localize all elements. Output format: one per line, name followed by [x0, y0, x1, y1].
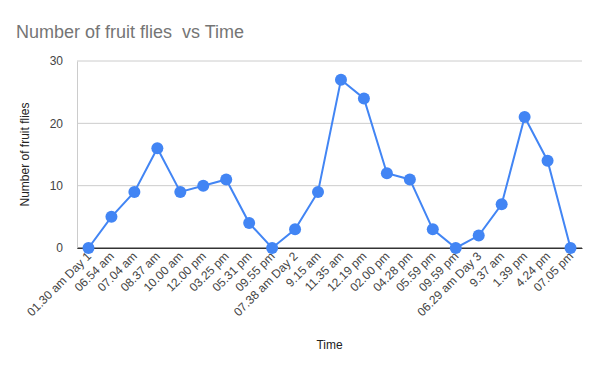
marker [174, 186, 186, 198]
grid-line [77, 123, 582, 124]
line [88, 80, 570, 248]
marker [266, 242, 278, 254]
y-tick: 0 [56, 241, 77, 255]
title: Number of fruit flies vs Time [16, 22, 244, 42]
marker [427, 223, 439, 235]
y-axis-line [77, 62, 78, 249]
marker [473, 230, 485, 242]
marker [565, 242, 577, 254]
marker [519, 111, 531, 123]
y-tick-label: 0 [56, 241, 63, 255]
y-tick: 30 [50, 54, 77, 68]
y-tick-label: 20 [50, 117, 64, 131]
grid-line [77, 61, 582, 62]
series [82, 74, 576, 254]
marker [128, 186, 140, 198]
grid-line [77, 248, 582, 249]
x-axis: 01.30 am Day 106.54 am07.04 am08.37 am10… [24, 248, 582, 319]
grid [77, 61, 582, 248]
marker [542, 155, 554, 167]
x-tick: 07.05 pm [531, 248, 576, 294]
x-axis-title: Time [316, 338, 343, 352]
marker [496, 198, 508, 210]
marker [82, 242, 94, 254]
marker [243, 217, 255, 229]
marker [151, 142, 163, 154]
y-tick: 20 [50, 117, 77, 131]
marker [289, 223, 301, 235]
x-axis-line [78, 248, 583, 249]
y-axis-title: Number of fruit flies [18, 102, 32, 206]
y-tick: 10 [50, 179, 77, 193]
marker [220, 173, 232, 185]
x-tick-label: 07.05 pm [531, 249, 576, 294]
y-tick-label: 30 [50, 54, 64, 68]
background [0, 0, 600, 371]
marker [105, 211, 117, 223]
marker [312, 186, 324, 198]
marker [381, 167, 393, 179]
chart: 0 10 20 30 01.30 am Day 106.54 am07.04 am08.… [0, 0, 600, 371]
marker [335, 74, 347, 86]
marker [197, 180, 209, 192]
y-tick-label: 10 [50, 179, 64, 193]
marker [404, 173, 416, 185]
marker [358, 92, 370, 104]
marker [450, 242, 462, 254]
y-axis: 0 10 20 30 [50, 54, 78, 255]
